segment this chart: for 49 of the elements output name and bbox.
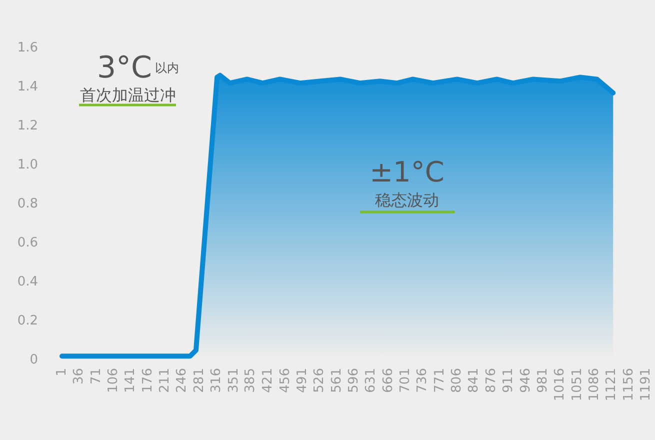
x-tick-label: 876 — [484, 368, 499, 393]
y-tick-label: 1.6 — [17, 40, 38, 56]
x-tick-label: 281 — [192, 368, 207, 393]
y-tick-label: 0.6 — [17, 236, 38, 250]
x-tick-label: 981 — [535, 368, 550, 393]
x-tick-label: 526 — [312, 368, 328, 393]
x-tick-label: 141 — [123, 368, 138, 393]
x-tick-label: 456 — [278, 368, 293, 393]
x-tick-label: 946 — [518, 368, 534, 393]
x-tick-label: 1016 — [552, 368, 568, 402]
x-tick-label: 36 — [72, 368, 87, 385]
x-tick-label: 806 — [450, 368, 465, 393]
x-tick-label: 211 — [158, 368, 173, 393]
annotation: 以内 — [155, 61, 179, 75]
x-tick-label: 1121 — [604, 368, 620, 402]
x-tick-label: 316 — [209, 368, 224, 393]
x-tick-label: 701 — [398, 368, 414, 393]
x-tick-label: 1191 — [638, 368, 654, 402]
x-tick-label: 561 — [329, 368, 344, 393]
annotation: 3°C — [96, 50, 152, 86]
x-tick-label: 106 — [106, 368, 122, 393]
x-tick-label: 736 — [415, 368, 430, 393]
x-tick-label: 176 — [140, 368, 156, 393]
x-tick-label: 771 — [432, 368, 448, 393]
x-tick-label: 666 — [380, 368, 396, 393]
x-tick-label: 911 — [501, 368, 516, 393]
x-tick-label: 1156 — [621, 368, 636, 402]
x-tick-label: 1 — [54, 368, 70, 376]
y-tick-label: 0.2 — [17, 314, 38, 328]
y-tick-label: 0.8 — [17, 196, 38, 212]
annotation: 首次加温过冲 — [80, 86, 176, 104]
x-tick-label: 246 — [174, 368, 190, 393]
x-tick-label: 1051 — [570, 368, 585, 402]
x-tick-label: 71 — [88, 368, 104, 385]
x-tick-label: 596 — [346, 368, 362, 393]
y-tick-label: 1.2 — [17, 118, 38, 134]
x-tick-label: 385 — [242, 368, 258, 393]
y-tick-label: 0.4 — [17, 274, 38, 290]
x-tick-label: 421 — [260, 368, 276, 393]
y-tick-label: 1.4 — [17, 80, 38, 94]
annotation: ±1°C — [370, 156, 444, 188]
x-tick-label: 841 — [466, 368, 482, 393]
x-tick-label: 491 — [294, 368, 310, 393]
y-tick-label: 1.0 — [17, 158, 38, 172]
annotation: 稳态波动 — [375, 190, 439, 210]
x-tick-label: 1086 — [586, 368, 602, 402]
x-tick-label: 631 — [364, 368, 379, 393]
y-tick-label: 0 — [30, 352, 38, 368]
x-tick-label: 351 — [226, 368, 242, 393]
